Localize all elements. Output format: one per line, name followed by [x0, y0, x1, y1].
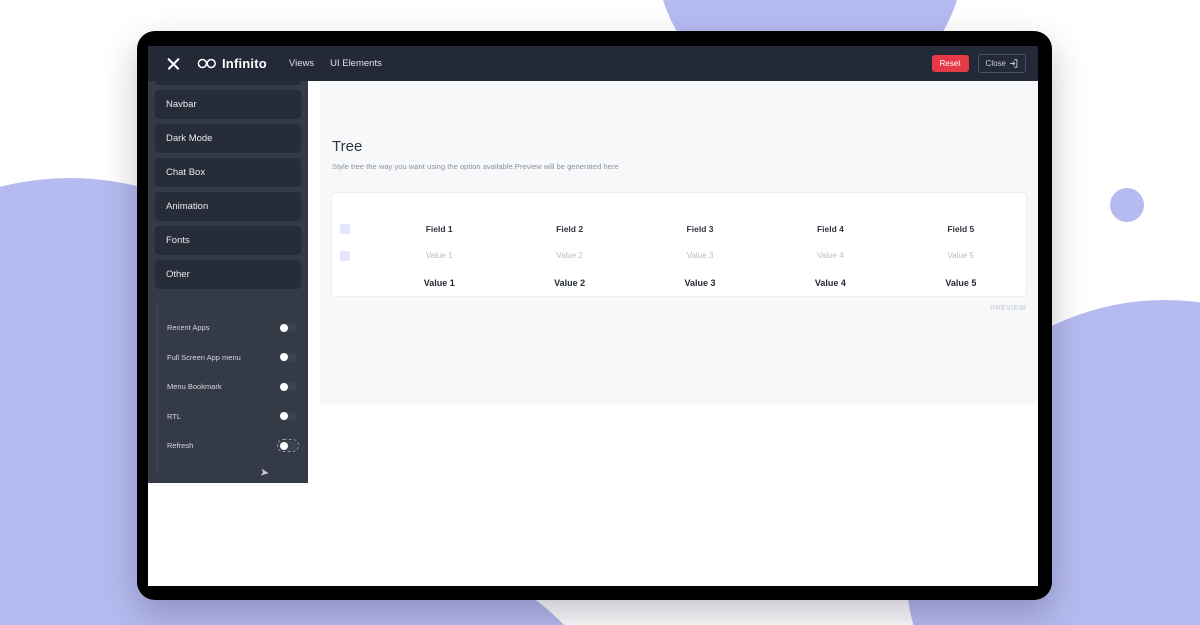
toggle-row-refresh[interactable]: Refresh [167, 431, 301, 461]
toggle-switch-rtl[interactable] [279, 411, 297, 421]
infinity-icon [197, 58, 216, 69]
toggle-switch-refresh[interactable] [277, 439, 299, 453]
table-cell: Field 5 [947, 223, 975, 234]
top-navigation-bar: Infinito Views UI Elements Reset Close [148, 46, 1038, 81]
sidebar-item-animation[interactable]: Animation [155, 192, 301, 221]
exit-icon [1010, 59, 1018, 68]
sidebar-item-navbar[interactable]: Navbar [155, 90, 301, 119]
toggle-row-menu-bookmark[interactable]: Menu Bookmark [167, 372, 301, 402]
topbar-actions: Reset Close [931, 54, 1026, 73]
device-screen: Infinito Views UI Elements Reset Close N… [148, 46, 1038, 586]
toggle-label: Menu Bookmark [167, 382, 222, 392]
brand-logo: Infinito [197, 56, 267, 71]
table-cell: Value 2 [554, 277, 586, 288]
table-cell: Value 3 [684, 277, 716, 288]
close-button[interactable]: Close [977, 54, 1026, 73]
close-button-label: Close [985, 59, 1006, 68]
table-cell: Value 1 [423, 277, 455, 288]
tree-row-cells: Field 1 Field 2 Field 3 Field 4 Field 5 [350, 224, 1026, 234]
table-cell: Value 1 [425, 251, 453, 260]
toggle-label: Refresh [167, 441, 194, 451]
sidebar-item-label: Navbar [166, 99, 197, 110]
sidebar-item-label: Fonts [166, 235, 190, 246]
settings-sidebar[interactable]: Navbar Dark Mode Chat Box Animation Font… [148, 81, 308, 483]
sidebar-item-label: Chat Box [166, 167, 206, 178]
table-cell: Value 5 [947, 251, 975, 260]
toggle-row-recent-apps[interactable]: Recent Apps [167, 313, 301, 343]
page-title: Tree [332, 138, 363, 155]
tree-row-cells: Value 1 Value 2 Value 3 Value 4 Value 5 [350, 251, 1026, 260]
sidebar-item-fonts[interactable]: Fonts [155, 226, 301, 255]
toggle-switch-full-screen-app-menu[interactable] [279, 352, 297, 362]
tree-expand-toggle-icon[interactable] [340, 223, 350, 234]
tree-preview-card: Field 1 Field 2 Field 3 Field 4 Field 5 … [331, 192, 1027, 297]
close-x-icon[interactable] [166, 56, 181, 71]
table-row[interactable]: Field 1 Field 2 Field 3 Field 4 Field 5 [332, 215, 1026, 242]
toggle-knob [280, 323, 288, 332]
tree-row-cells: Value 1 Value 2 Value 3 Value 4 Value 5 [350, 278, 1026, 288]
nav-link-views[interactable]: Views [288, 58, 315, 69]
toggle-knob [280, 412, 288, 421]
tree-expand-toggle-icon[interactable] [340, 250, 350, 261]
accordion-item-partially-scrolled[interactable] [155, 81, 301, 85]
reset-button[interactable]: Reset [931, 55, 969, 72]
sidebar-item-label: Animation [166, 201, 209, 212]
table-cell: Field 3 [686, 223, 714, 234]
accordion-list: Navbar Dark Mode Chat Box Animation Font… [148, 81, 308, 289]
sidebar-item-label: Dark Mode [166, 133, 213, 144]
toggle-knob [280, 441, 288, 450]
sidebar-item-other[interactable]: Other [155, 260, 301, 289]
toggle-knob [280, 353, 288, 362]
preview-label: PREVIEW [990, 305, 1026, 312]
table-cell: Value 3 [686, 251, 714, 260]
sidebar-item-chat-box[interactable]: Chat Box [155, 158, 301, 187]
sidebar-item-dark-mode[interactable]: Dark Mode [155, 124, 301, 153]
decorative-dot [1110, 188, 1144, 222]
table-cell: Field 1 [425, 223, 453, 234]
toggle-label: Recent Apps [167, 323, 210, 333]
page-subtitle: Style tree the way you want using the op… [332, 162, 619, 171]
mouse-pointer-icon: ➤ [259, 466, 270, 480]
toggle-row-rtl[interactable]: RTL [167, 402, 301, 432]
toggle-label: RTL [167, 411, 182, 421]
toggle-label: Full Screen App menu [167, 352, 241, 362]
preview-panel: Tree Style tree the way you want using t… [320, 81, 1038, 404]
table-cell: Value 5 [945, 277, 977, 288]
toggle-switch-menu-bookmark[interactable] [279, 382, 297, 392]
table-row[interactable]: Value 1 Value 2 Value 3 Value 4 Value 5 [332, 242, 1026, 269]
table-row[interactable]: Value 1 Value 2 Value 3 Value 4 Value 5 [332, 269, 1026, 296]
brand-name: Infinito [222, 56, 267, 71]
table-cell: Value 4 [814, 277, 846, 288]
table-cell: Value 2 [556, 251, 583, 260]
toggle-knob [280, 382, 288, 391]
table-cell: Field 4 [816, 223, 844, 234]
sidebar-item-label: Other [166, 269, 190, 280]
nav-link-ui-elements[interactable]: UI Elements [330, 58, 382, 69]
toggle-row-full-screen-app-menu[interactable]: Full Screen App menu [167, 343, 301, 373]
panel-header: Tree Style tree the way you want using t… [320, 81, 1038, 171]
toggle-option-list: Recent Apps Full Screen App menu Menu Bo… [157, 303, 301, 475]
toggle-switch-recent-apps[interactable] [279, 323, 297, 333]
table-cell: Value 4 [817, 251, 844, 260]
table-cell: Field 2 [556, 223, 584, 234]
